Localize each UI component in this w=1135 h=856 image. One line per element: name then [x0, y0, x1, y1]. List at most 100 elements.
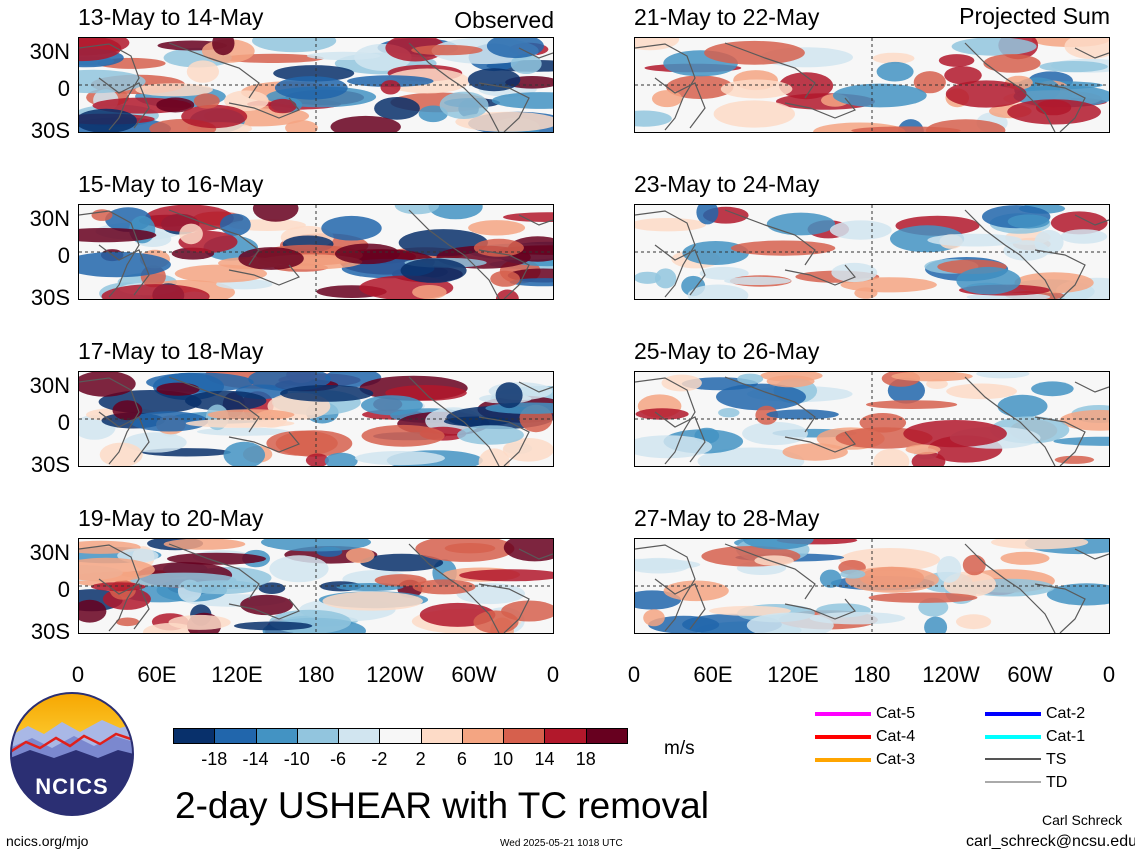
- lon-label-left-0: 0: [71, 662, 85, 687]
- shear-blob: [716, 383, 806, 411]
- colorbar-cell: [585, 728, 628, 744]
- shear-blob: [924, 616, 948, 633]
- coastline: [1034, 249, 1086, 299]
- footer-timestamp: Wed 2025-05-21 1018 UTC: [500, 838, 623, 849]
- lat-label-30s: 30S: [30, 452, 70, 477]
- shear-blob: [252, 38, 337, 53]
- footer-email[interactable]: carl_schreck@ncsu.edu: [966, 833, 1135, 850]
- legend-line-td: [985, 781, 1041, 783]
- shear-blob: [831, 262, 878, 283]
- lat-label-30s: 30S: [30, 285, 70, 310]
- map-panel-right-2: [634, 204, 1110, 300]
- shear-field: [635, 38, 1109, 132]
- lon-label-left-120w: 120W: [366, 662, 424, 687]
- lon-label-left-120e: 120E: [211, 662, 263, 687]
- shear-blob: [473, 610, 519, 633]
- shear-blob: [361, 395, 423, 416]
- shear-blob: [782, 443, 848, 461]
- shear-blob: [212, 38, 235, 56]
- shear-blob: [473, 238, 524, 257]
- shear-blob: [866, 400, 958, 409]
- coastline: [168, 42, 260, 99]
- shear-blob: [832, 83, 927, 108]
- lon-label-left-180: 180: [297, 662, 335, 687]
- shear-blob: [663, 580, 729, 602]
- coastline: [79, 377, 140, 465]
- coastline: [98, 244, 150, 296]
- coastline: [518, 548, 553, 560]
- shear-blob: [755, 405, 778, 425]
- lon-label-right-120e: 120E: [767, 662, 819, 687]
- panel-title-left-2: 15-May to 16-May: [78, 171, 264, 197]
- coastline: [964, 376, 1056, 466]
- shear-blob: [845, 566, 939, 593]
- coastline: [478, 249, 530, 299]
- shear-blob: [355, 451, 445, 466]
- panel-title-left-3: 17-May to 18-May: [78, 338, 264, 364]
- colorbar-ticks: -18 -14 -10 -6 -2 2 6 10 14 18: [173, 749, 627, 771]
- shear-blob: [223, 441, 266, 466]
- colorbar-tick-label: 6: [456, 749, 467, 769]
- coastline: [79, 210, 140, 298]
- colorbar-cell: [255, 728, 298, 744]
- shear-blob: [1054, 455, 1095, 464]
- coastline: [79, 544, 140, 632]
- coastline: [724, 376, 816, 433]
- lon-label-right-120w: 120W: [922, 662, 980, 687]
- map-panel-right-4: [634, 538, 1110, 634]
- shear-blob: [185, 419, 295, 428]
- shear-blob: [1003, 240, 1050, 261]
- footer-author: Carl Schreck: [1042, 812, 1123, 828]
- shear-blob: [156, 97, 195, 113]
- shear-blob: [927, 233, 1022, 247]
- shear-blob: [654, 268, 677, 289]
- footer-url[interactable]: ncics.org/mjo: [6, 833, 89, 849]
- shear-blob: [443, 416, 511, 427]
- shear-blob: [1000, 551, 1050, 565]
- shear-blob: [411, 44, 483, 56]
- shear-blob: [361, 424, 445, 447]
- shear-blob: [1007, 214, 1050, 229]
- lon-label-left-60e: 60E: [137, 662, 177, 687]
- coastline: [635, 544, 696, 632]
- shear-field: [79, 205, 553, 299]
- shear-blob: [829, 220, 892, 240]
- shear-blob: [412, 579, 476, 595]
- colorbar-cell: [420, 728, 463, 744]
- shear-blob: [742, 421, 808, 446]
- shear-blob: [345, 547, 375, 564]
- shear-blob: [428, 205, 483, 220]
- lat-label-eq: 0: [57, 76, 70, 101]
- colorbar-tick-label: -2: [371, 749, 388, 769]
- shear-blob: [91, 582, 146, 592]
- colorbar-cell: [296, 728, 340, 744]
- shear-blob: [305, 453, 329, 466]
- shear-blob: [184, 580, 260, 595]
- coastline: [228, 598, 300, 620]
- shear-blob: [79, 108, 137, 132]
- shear-blob: [503, 212, 553, 222]
- coastline: [635, 43, 696, 131]
- shear-field: [635, 205, 1109, 299]
- coastline: [964, 543, 1056, 633]
- shear-blob: [167, 552, 266, 565]
- shear-blob: [891, 372, 973, 382]
- shear-blob: [123, 432, 187, 453]
- coastline: [654, 578, 706, 630]
- colorbar-cell: [544, 728, 587, 744]
- shear-blob: [412, 285, 447, 299]
- shear-blob: [1053, 436, 1109, 446]
- shear-blob: [1050, 211, 1108, 235]
- panel-title-right-1: 21-May to 22-May: [634, 4, 820, 30]
- legend-label-cat4: Cat-4: [876, 728, 916, 745]
- shear-blob: [224, 90, 269, 111]
- coastline: [784, 598, 856, 620]
- coastline: [1034, 416, 1086, 466]
- coastline: [1074, 381, 1109, 393]
- shear-blob: [720, 79, 793, 99]
- shear-blob: [374, 97, 420, 120]
- coastline: [1034, 82, 1086, 132]
- panel-title-right-3: 25-May to 26-May: [634, 338, 820, 364]
- coastline: [724, 42, 816, 99]
- shear-blob: [911, 451, 946, 466]
